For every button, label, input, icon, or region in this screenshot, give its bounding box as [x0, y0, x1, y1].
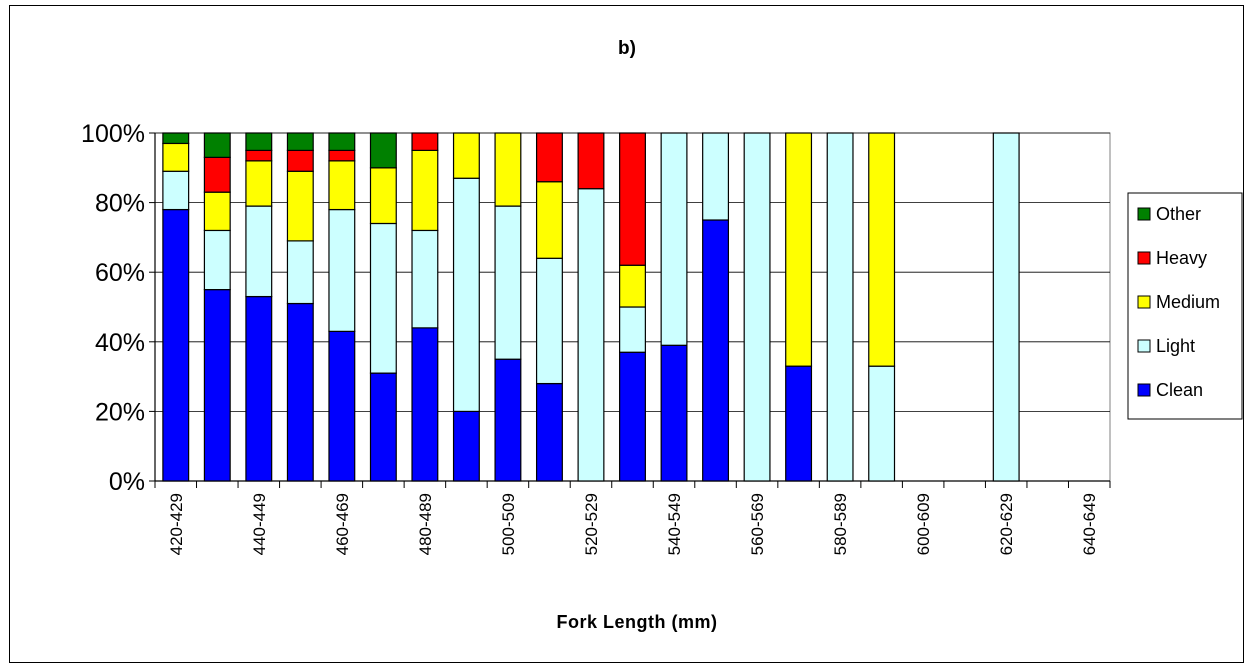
x-tick-label: 540-549	[665, 493, 684, 555]
legend-label-medium: Medium	[1156, 292, 1220, 312]
bar-segment-light	[286, 240, 314, 305]
x-tick-label: 520-529	[582, 493, 601, 555]
bar-segment-clean	[785, 365, 813, 482]
bar-segment-clean	[660, 344, 688, 482]
bar-segment-light	[702, 132, 730, 221]
bar-segment-light	[535, 257, 563, 385]
x-tick-label: 620-629	[997, 493, 1016, 555]
x-tick-label: 480-489	[416, 493, 435, 555]
x-tick-label: 560-569	[748, 493, 767, 555]
bar-segment-heavy	[619, 132, 646, 266]
bar-segment-clean	[494, 358, 522, 482]
bar-segment-clean	[619, 351, 646, 482]
x-tick-label: 440-449	[250, 493, 269, 555]
bar-segment-clean	[702, 219, 730, 482]
bar-segment-medium	[619, 264, 646, 308]
bar-segment-clean	[286, 302, 314, 482]
y-tick-label: 100%	[81, 120, 145, 148]
bar-segment-light	[494, 205, 522, 360]
bar-segment-light	[992, 132, 1020, 482]
bar-segment-medium	[162, 142, 190, 172]
x-tick-label: 640-649	[1080, 493, 1099, 555]
bar-segment-light	[868, 365, 896, 482]
legend-label-light: Light	[1156, 336, 1195, 356]
bar-segment-light	[245, 205, 273, 298]
legend-label-clean: Clean	[1156, 380, 1203, 400]
bar-segment-other	[328, 132, 356, 151]
bar-segment-light	[411, 229, 439, 329]
bar-segment-medium	[203, 191, 231, 232]
bar-segment-light	[660, 132, 688, 346]
x-axis-label: Fork Length (mm)	[557, 612, 718, 632]
bar-segment-clean	[245, 295, 273, 482]
bar-segment-other	[203, 132, 231, 158]
bar-segment-other	[369, 132, 397, 169]
legend-swatch-other	[1137, 207, 1151, 221]
legend-label-other: Other	[1156, 204, 1201, 224]
y-tick-label: 80%	[95, 190, 145, 218]
bar-segment-medium	[494, 132, 522, 207]
x-tick-label: 580-589	[831, 493, 850, 555]
bar-segment-medium	[245, 160, 273, 207]
bar-segment-clean	[535, 382, 563, 482]
bar-segment-other	[286, 132, 314, 151]
bar-segment-light	[328, 208, 356, 332]
bar-segment-heavy	[535, 132, 563, 183]
bar-segment-medium	[868, 132, 896, 367]
x-tick-label: 420-429	[167, 493, 186, 555]
x-tick-label: 600-609	[914, 493, 933, 555]
chart-title: b)	[618, 38, 636, 59]
bar-segment-medium	[286, 170, 314, 242]
bar-segment-medium	[328, 160, 356, 211]
bar-segment-clean	[411, 327, 439, 482]
legend-label-heavy: Heavy	[1156, 248, 1207, 268]
bar-segment-medium	[785, 132, 813, 367]
legend-swatch-clean	[1137, 383, 1151, 397]
bar-segment-other	[245, 132, 273, 151]
bar-segment-light	[577, 188, 605, 482]
bar-segment-light	[162, 170, 190, 211]
legend-swatch-heavy	[1137, 251, 1151, 265]
bar-segment-clean	[162, 208, 190, 482]
bar-segment-heavy	[577, 132, 605, 190]
bar-segment-light	[743, 132, 771, 482]
y-tick-label: 60%	[95, 259, 145, 287]
bar-segment-light	[826, 132, 854, 482]
y-tick-label: 20%	[95, 398, 145, 426]
bar-segment-heavy	[328, 149, 356, 162]
bar-segment-light	[619, 306, 646, 353]
bar-segment-heavy	[245, 149, 273, 162]
bar-segment-other	[162, 132, 190, 145]
bar-segment-medium	[369, 167, 397, 225]
y-tick-label: 40%	[95, 329, 145, 357]
bar-segment-heavy	[411, 132, 439, 151]
bar-segment-light	[203, 229, 231, 291]
y-tick-label: 0%	[109, 468, 145, 496]
bar-segment-medium	[452, 132, 480, 179]
x-tick-label: 460-469	[333, 493, 352, 555]
bar-segment-clean	[203, 289, 231, 482]
bar-segment-medium	[411, 149, 439, 232]
legend-swatch-medium	[1137, 295, 1151, 309]
bar-segment-clean	[369, 372, 397, 482]
bar-segment-clean	[328, 330, 356, 482]
x-tick-label: 500-509	[499, 493, 518, 555]
bar-segment-heavy	[203, 156, 231, 193]
bar-segment-heavy	[286, 149, 314, 172]
bar-segment-medium	[535, 181, 563, 259]
bar-segment-light	[369, 222, 397, 374]
bar-segment-clean	[452, 410, 480, 482]
legend-swatch-light	[1137, 339, 1151, 353]
bar-segment-light	[452, 177, 480, 413]
